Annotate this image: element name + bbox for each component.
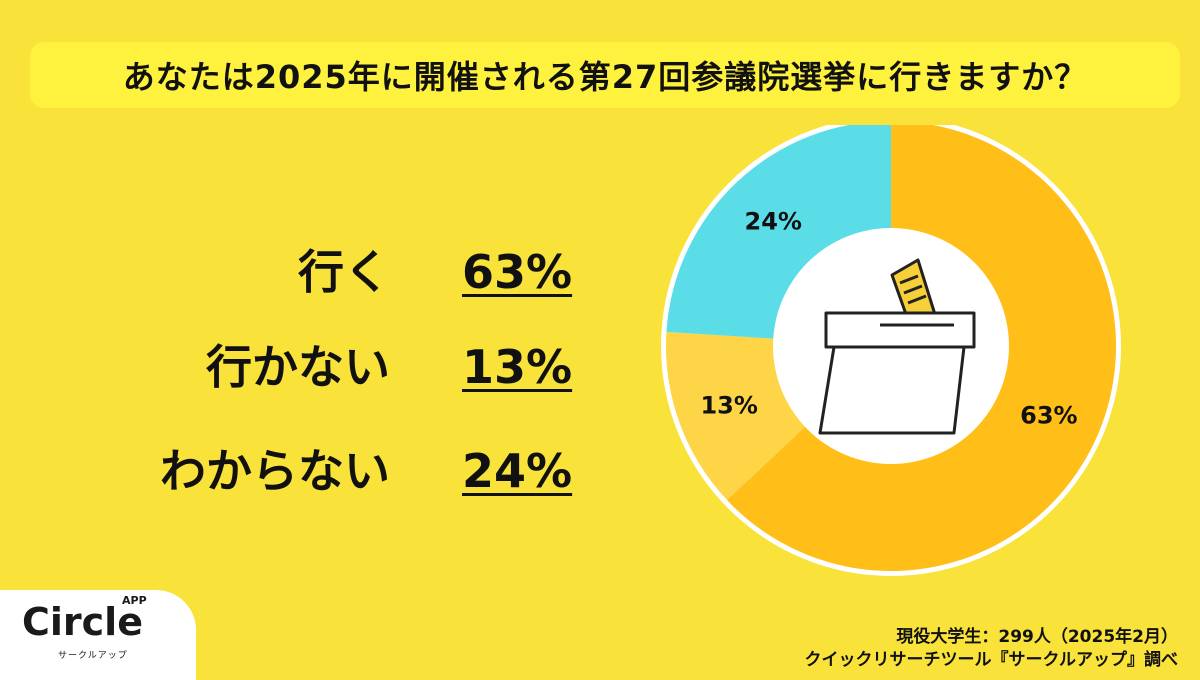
logo-subtitle: サークルアップ [58,651,128,661]
legend-label: 行く [298,245,390,299]
brand-logo: Circle APP サークルアップ [0,590,196,680]
logo-app-tag: APP [122,594,147,607]
logo-wordmark: Circle [22,600,143,644]
legend-value: 13% [462,340,573,394]
title-banner: あなたは2025年に開催される第27回参議院選挙に行きますか？ [30,42,1180,108]
slice-label-go: 63% [1020,401,1077,429]
legend-value: 24% [462,444,573,498]
legend-value: 63% [462,245,573,299]
page-title: あなたは2025年に開催される第27回参議院選挙に行きますか？ [122,58,1088,96]
footer-sample-info: 現役大学生：299人（2025年2月） [896,627,1178,647]
legend-label: 行かない [206,340,390,394]
slice-label-not-go: 13% [700,391,757,419]
ballot-box-icon [818,258,976,435]
footer-source: クイックリサーチツール『サークルアップ』調べ [804,650,1179,670]
slice-label-unknown: 24% [745,208,802,236]
legend-row-unknown: わからない 24% [0,431,620,511]
legend-row-not-go: 行かない 13% [0,327,620,407]
legend-row-go: 行く 63% [0,232,620,312]
donut-chart: 63% 13% 24% [661,125,1121,576]
legend-label: わからない [160,444,390,498]
